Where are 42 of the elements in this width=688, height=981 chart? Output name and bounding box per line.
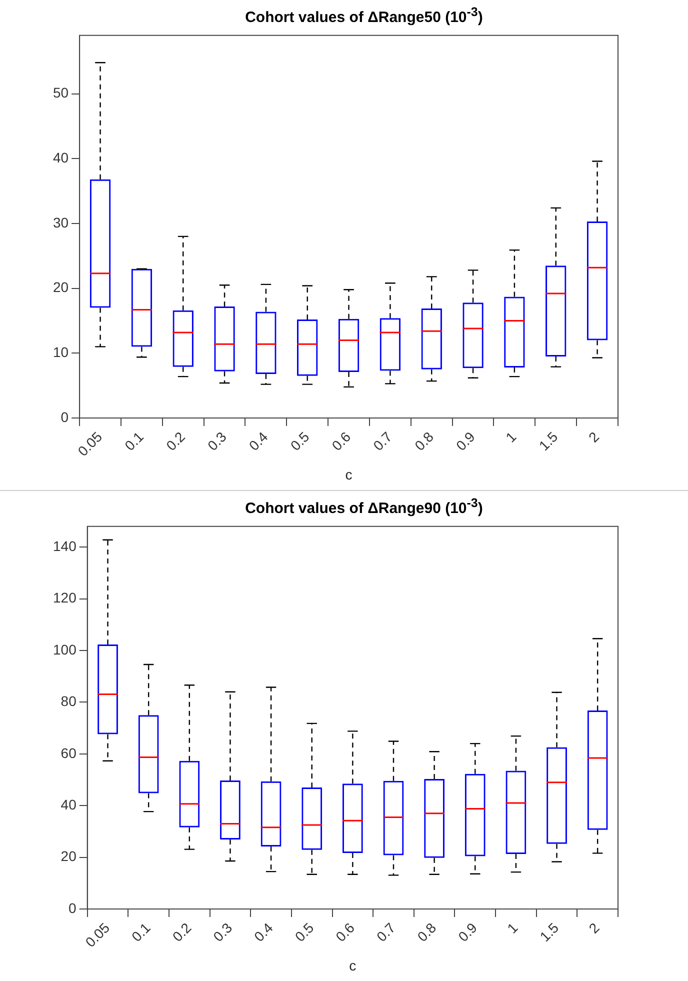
y-tick-label: 100 bbox=[53, 641, 77, 658]
x-tick-label: 0.8 bbox=[414, 919, 440, 945]
y-tick-label: 0 bbox=[68, 900, 77, 916]
y-tick-label: 20 bbox=[60, 848, 77, 864]
x-tick-label: 2 bbox=[586, 919, 603, 936]
y-tick-label: 20 bbox=[52, 279, 69, 296]
x-tick-label: 0.4 bbox=[246, 428, 271, 454]
chart-title: Cohort values of ΔRange50 (10$^{-3}$) bbox=[244, 4, 484, 26]
x-tick-label: 0.7 bbox=[370, 428, 396, 454]
x-tick-label: 0.1 bbox=[121, 428, 147, 454]
x-tick-label: 0.4 bbox=[250, 919, 276, 945]
x-tick-label: 1.5 bbox=[536, 428, 561, 454]
x-tick-label: 0.1 bbox=[128, 919, 154, 945]
x-tick-label: 0.8 bbox=[411, 428, 437, 454]
x-tick-label: 0.3 bbox=[210, 919, 236, 945]
y-tick-label: 40 bbox=[52, 149, 69, 166]
x-tick-label: 0.3 bbox=[204, 428, 230, 454]
y-tick-label: 10 bbox=[52, 344, 69, 360]
x-tick-label: 1.5 bbox=[536, 919, 562, 945]
x-tick-label: 0.9 bbox=[452, 428, 478, 454]
y-tick-label: 120 bbox=[53, 590, 77, 606]
x-axis-title: c bbox=[345, 466, 352, 482]
x-tick-label: 0.6 bbox=[332, 919, 358, 945]
x-tick-label: 0.5 bbox=[287, 428, 312, 454]
x-tick-label: 2 bbox=[585, 428, 602, 446]
y-tick-label: 80 bbox=[60, 693, 77, 710]
y-tick-label: 60 bbox=[60, 744, 77, 761]
x-tick-label: 0.2 bbox=[169, 919, 194, 945]
x-tick-label: 0.2 bbox=[162, 428, 188, 454]
x-tick-label: 0.7 bbox=[373, 919, 398, 945]
x-tick-label: 1 bbox=[504, 919, 521, 936]
y-tick-label: 140 bbox=[53, 538, 77, 554]
x-tick-label: 0.9 bbox=[454, 919, 480, 945]
chart-title: Cohort values of ΔRange90 (10$^{-3}$) bbox=[244, 495, 484, 517]
y-tick-label: 40 bbox=[60, 796, 77, 812]
y-tick-label: 30 bbox=[52, 214, 69, 230]
x-axis-title: c bbox=[349, 957, 356, 974]
y-tick-label: 0 bbox=[60, 408, 69, 425]
x-tick-label: 0.5 bbox=[292, 919, 317, 945]
x-tick-label: 1 bbox=[502, 428, 520, 446]
y-tick-label: 50 bbox=[52, 84, 69, 101]
x-tick-label: 0.6 bbox=[328, 428, 354, 454]
